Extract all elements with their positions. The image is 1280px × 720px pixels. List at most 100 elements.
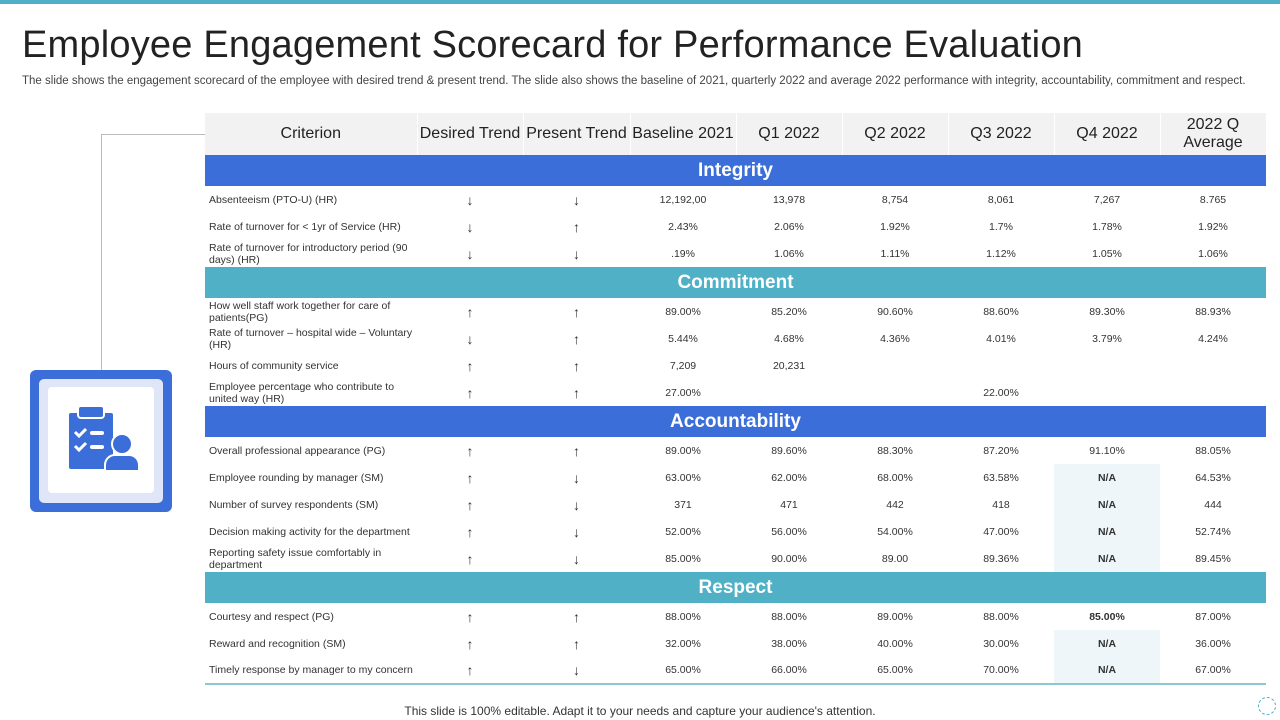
- value-cell: 13,978: [772, 193, 806, 206]
- table-row: Rate of turnover for introductory period…: [205, 240, 1266, 267]
- value-cell: 88.05%: [1195, 444, 1231, 457]
- value-cell: 22.00%: [983, 386, 1019, 399]
- value-cell: 2.43%: [668, 220, 698, 233]
- arrow-up-icon: ↑: [573, 330, 580, 347]
- value-cell: 442: [886, 498, 904, 511]
- criterion-cell: How well staff work together for care of…: [209, 299, 391, 324]
- value-cell: 1.06%: [774, 247, 804, 260]
- criterion-cell: Overall professional appearance (PG): [209, 444, 386, 457]
- value-cell: 70.00%: [948, 657, 1054, 685]
- column-header: Q1 2022: [736, 113, 843, 155]
- value-cell: 7,267: [1093, 193, 1121, 206]
- value-cell: 87.20%: [983, 444, 1019, 457]
- value-cell: 88.00%: [771, 610, 807, 623]
- value-cell: 89.00%: [665, 444, 701, 457]
- value-cell: 3.79%: [1092, 332, 1122, 345]
- table-row: Absenteeism (PTO-U) (HR) ↓ ↓ 12,192,00 13,97…: [205, 186, 1266, 213]
- column-header: Desired Trend: [417, 113, 524, 155]
- value-cell: [842, 379, 948, 406]
- criterion-cell: Reward and recognition (SM): [209, 637, 346, 650]
- arrow-down-icon: ↓: [523, 657, 630, 685]
- value-cell: 1.06%: [1198, 247, 1228, 260]
- table-row: Employee percentage who contribute to un…: [205, 379, 1266, 406]
- value-cell: 90.00%: [771, 552, 807, 565]
- value-cell: 54.00%: [877, 525, 913, 538]
- arrow-up-icon: ↑: [466, 469, 474, 486]
- criterion-cell: Timely response by manager to my concern: [205, 657, 417, 685]
- arrow-down-icon: ↓: [573, 469, 580, 486]
- value-cell: [1160, 379, 1266, 406]
- value-cell: 88.00%: [665, 610, 701, 623]
- arrow-down-icon: ↓: [466, 330, 474, 347]
- value-cell: .19%: [671, 247, 695, 260]
- icon-panel: [30, 370, 172, 512]
- table-row: How well staff work together for care of…: [205, 298, 1266, 325]
- section-title: Commitment: [205, 267, 1266, 298]
- value-cell: 63.58%: [983, 471, 1019, 484]
- column-header: Q3 2022: [948, 113, 1055, 155]
- value-cell: N/A: [1054, 657, 1160, 685]
- value-cell: 89.00%: [665, 305, 701, 318]
- section-header-accountability: Accountability: [205, 406, 1266, 437]
- value-cell: 1.7%: [989, 220, 1013, 233]
- value-cell: 89.00%: [877, 610, 913, 623]
- value-cell: 63.00%: [665, 471, 701, 484]
- value-cell: 20,231: [772, 359, 806, 372]
- arrow-up-icon: ↑: [573, 608, 580, 625]
- table-row: Reporting safety issue comfortably in de…: [205, 545, 1266, 572]
- value-cell: 7,209: [669, 359, 697, 372]
- connector-line: [101, 134, 102, 370]
- criterion-cell: Absenteeism (PTO-U) (HR): [209, 193, 338, 206]
- arrow-down-icon: ↓: [573, 523, 580, 540]
- value-cell: 90.60%: [877, 305, 913, 318]
- column-header: Present Trend: [523, 113, 631, 155]
- value-cell: 1.12%: [986, 247, 1016, 260]
- value-cell: 85.20%: [771, 305, 807, 318]
- table-row: Rate of turnover – hospital wide – Volun…: [205, 325, 1266, 352]
- value-cell: 65.00%: [630, 657, 736, 685]
- arrow-up-icon: ↑: [573, 384, 580, 401]
- arrow-down-icon: ↓: [573, 496, 580, 513]
- arrow-up-icon: ↑: [573, 303, 580, 320]
- section-header-commitment: Commitment: [205, 267, 1266, 298]
- value-cell: 418: [992, 498, 1010, 511]
- column-header: Q2 2022: [842, 113, 949, 155]
- value-cell: N/A: [1054, 518, 1160, 545]
- value-cell: 85.00%: [1089, 610, 1125, 623]
- scorecard-table: Criterion Desired Trend Present Trend Basel…: [205, 113, 1267, 685]
- table-row: Number of survey respondents (SM) ↑ ↓ 371 47…: [205, 491, 1266, 518]
- clipboard-checklist-user-icon: [69, 405, 140, 472]
- value-cell: 471: [780, 498, 798, 511]
- value-cell: 65.00%: [842, 657, 948, 685]
- arrow-up-icon: ↑: [466, 496, 474, 513]
- value-cell: 4.24%: [1198, 332, 1228, 345]
- table-row: Employee rounding by manager (SM) ↑ ↓ 63.00…: [205, 464, 1266, 491]
- value-cell: 8.765: [1199, 193, 1227, 206]
- value-cell: N/A: [1054, 464, 1160, 491]
- value-cell: 8,061: [987, 193, 1015, 206]
- value-cell: 371: [674, 498, 692, 511]
- column-header: Q4 2022: [1054, 113, 1161, 155]
- value-cell: [842, 352, 948, 379]
- arrow-up-icon: ↑: [573, 635, 580, 652]
- value-cell: 88.93%: [1195, 305, 1231, 318]
- table-row: Courtesy and respect (PG) ↑ ↑ 88.00% 88.00% 8…: [205, 603, 1266, 630]
- value-cell: 89.00: [881, 552, 909, 565]
- value-cell: 85.00%: [665, 552, 701, 565]
- arrow-down-icon: ↓: [573, 191, 580, 208]
- value-cell: 12,192,00: [659, 193, 707, 206]
- value-cell: 27.00%: [665, 386, 701, 399]
- value-cell: 4.01%: [986, 332, 1016, 345]
- footer-note: This slide is 100% editable. Adapt it to…: [404, 704, 876, 718]
- value-cell: 89.45%: [1195, 552, 1231, 565]
- value-cell: 67.00%: [1160, 657, 1266, 685]
- table-row: Reward and recognition (SM) ↑ ↑ 32.00% 38.00…: [205, 630, 1266, 657]
- value-cell: 38.00%: [771, 637, 807, 650]
- criterion-cell: Decision making activity for the departm…: [209, 525, 410, 538]
- section-header-integrity: Integrity: [205, 155, 1266, 186]
- value-cell: 64.53%: [1195, 471, 1231, 484]
- arrow-up-icon: ↑: [466, 357, 474, 374]
- table-row: Rate of turnover for < 1yr of Service (H…: [205, 213, 1266, 240]
- value-cell: 56.00%: [771, 525, 807, 538]
- value-cell: 66.00%: [736, 657, 842, 685]
